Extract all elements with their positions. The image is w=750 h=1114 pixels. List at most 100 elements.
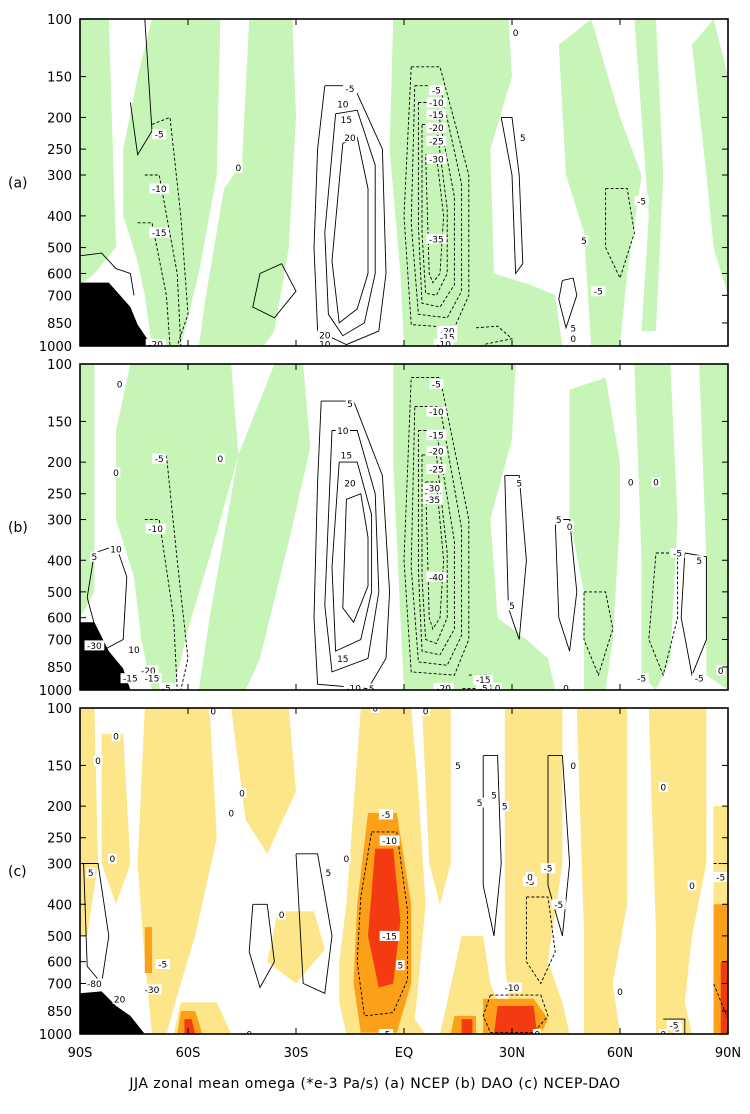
contour-label: -10 bbox=[148, 525, 163, 535]
contour-label-bg bbox=[145, 338, 166, 346]
contour-label-bg bbox=[111, 731, 121, 742]
contour-label: 15 bbox=[341, 116, 352, 126]
y-tick-label: 600 bbox=[47, 612, 72, 627]
contour-label-bg bbox=[453, 760, 463, 771]
contour-label: -20 bbox=[436, 684, 451, 694]
negative-region bbox=[80, 19, 116, 285]
contour-label-bg bbox=[142, 673, 162, 684]
y-tick-label: 150 bbox=[47, 759, 72, 774]
contour-label: -10 bbox=[346, 684, 361, 694]
contour-label: 0 bbox=[113, 469, 119, 479]
contour-label-bg bbox=[615, 986, 625, 997]
contour-line-negative bbox=[137, 222, 171, 346]
y-tick-label: 150 bbox=[47, 71, 72, 86]
contour-label: -5 bbox=[637, 675, 646, 685]
contour-label-bg bbox=[426, 406, 447, 417]
y-tick-label: 400 bbox=[47, 554, 72, 569]
contour-line-negative bbox=[356, 831, 409, 1017]
contour-label-bg bbox=[149, 183, 170, 194]
terrain-contours bbox=[80, 282, 152, 346]
contour-label-bg bbox=[692, 673, 707, 684]
contour-label: -5 bbox=[479, 684, 488, 694]
negative-region-light bbox=[80, 708, 98, 936]
contour-line-positive bbox=[313, 400, 391, 690]
contour-line-positive bbox=[656, 1018, 686, 1034]
contour-label-bg bbox=[152, 453, 167, 464]
contour-label-bg bbox=[149, 227, 170, 238]
figure-caption: JJA zonal mean omega (*e-3 Pa/s) (a) NCE… bbox=[129, 1076, 621, 1092]
contour-label-bg bbox=[324, 867, 333, 878]
contour-label-bg bbox=[208, 708, 218, 716]
contour-line-positive bbox=[558, 277, 578, 330]
contour-label-bg bbox=[502, 982, 522, 993]
contour-label-bg bbox=[493, 682, 502, 690]
contour-label-bg bbox=[525, 872, 535, 882]
contour-label: -15 bbox=[145, 675, 160, 685]
contour-label: 0 bbox=[689, 882, 695, 892]
contour-label: -5 bbox=[673, 550, 682, 560]
contour-label-bg bbox=[335, 653, 350, 664]
contour-label: 5 bbox=[581, 237, 587, 247]
contour-label: -5 bbox=[716, 874, 725, 884]
contour-label-bg bbox=[433, 682, 454, 690]
contour-label-bg bbox=[540, 863, 556, 874]
contour-label-bg bbox=[343, 682, 364, 690]
contour-line-negative bbox=[144, 519, 178, 690]
y-tick-label: 850 bbox=[47, 317, 72, 332]
negative-region-dark bbox=[184, 1019, 196, 1034]
y-tick-label: 250 bbox=[47, 832, 72, 847]
contour-line-negative bbox=[152, 454, 189, 690]
contour-label: 5 bbox=[326, 869, 332, 879]
contour-line-positive bbox=[331, 461, 373, 652]
contour-label-bg bbox=[568, 322, 578, 333]
terrain-contours bbox=[80, 991, 145, 1034]
contour-label-bg bbox=[378, 809, 394, 820]
contour-line-negative bbox=[525, 896, 556, 985]
contour-label: 0 bbox=[210, 707, 216, 717]
contour-label-bg bbox=[145, 523, 166, 534]
contour-label: -5 bbox=[432, 87, 441, 97]
contour-label-bg bbox=[426, 154, 447, 164]
negative-region bbox=[634, 364, 678, 690]
y-tick-label: 700 bbox=[47, 289, 72, 304]
contour-label: -15 bbox=[429, 431, 444, 441]
contour-label: 5 bbox=[477, 799, 483, 809]
contour-line-positive bbox=[342, 493, 369, 624]
negative-region bbox=[699, 364, 728, 690]
contour-label: -5 bbox=[346, 85, 355, 95]
y-tick-label: 200 bbox=[47, 800, 72, 815]
contour-label: 0 bbox=[279, 911, 285, 921]
contour-label: -30 bbox=[87, 642, 102, 652]
contour-label-bg bbox=[244, 1029, 254, 1034]
x-tick-label: 60N bbox=[607, 1046, 633, 1061]
contour-label-bg bbox=[142, 984, 162, 995]
negative-region-dark bbox=[461, 1019, 473, 1034]
contour-label: 0 bbox=[246, 1031, 252, 1041]
contour-label: -15 bbox=[476, 676, 491, 686]
contour-label-bg bbox=[565, 521, 574, 532]
contour-label: 15 bbox=[341, 451, 352, 461]
y-tick-label: 100 bbox=[47, 702, 72, 717]
contour-label-bg bbox=[437, 332, 458, 343]
y-tick-label: 250 bbox=[47, 143, 72, 158]
negative-region-dark bbox=[720, 961, 728, 1034]
contour-line-negative bbox=[421, 123, 448, 296]
contour-label-bg bbox=[216, 453, 225, 464]
contour-label: 5 bbox=[696, 557, 702, 567]
negative-region-light bbox=[231, 708, 296, 854]
contour-label-bg bbox=[84, 640, 105, 651]
y-tick-label: 500 bbox=[47, 242, 72, 257]
contour-label-bg bbox=[370, 708, 380, 713]
contour-label: 0 bbox=[95, 757, 101, 767]
negative-region bbox=[558, 19, 642, 346]
contour-line-positive bbox=[252, 263, 297, 319]
contour-label: 5 bbox=[520, 134, 526, 144]
contour-line-negative bbox=[417, 102, 455, 308]
contour-label-bg bbox=[115, 378, 124, 389]
contour-label: -5 bbox=[382, 811, 391, 821]
contour-label-bg bbox=[152, 129, 167, 140]
contour-label: -20 bbox=[148, 340, 163, 350]
x-tick-label: 60S bbox=[176, 1046, 201, 1061]
contour-label-bg bbox=[489, 790, 499, 801]
contour-label: 5 bbox=[502, 803, 508, 813]
